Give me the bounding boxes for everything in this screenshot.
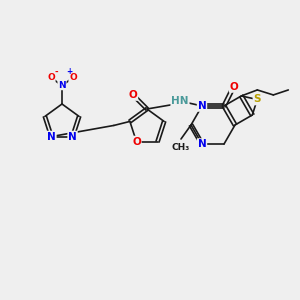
- Text: O: O: [129, 90, 137, 100]
- Text: S: S: [254, 94, 261, 104]
- Text: N: N: [68, 132, 77, 142]
- Text: +: +: [66, 68, 72, 76]
- Text: O: O: [230, 82, 238, 92]
- Text: O: O: [47, 73, 55, 82]
- Text: N: N: [198, 139, 206, 149]
- Text: N: N: [58, 80, 66, 89]
- Text: HN: HN: [171, 96, 189, 106]
- Text: N: N: [198, 101, 206, 111]
- Text: O: O: [69, 73, 77, 82]
- Text: CH₃: CH₃: [172, 142, 190, 152]
- Text: -: -: [54, 68, 58, 76]
- Text: N: N: [47, 132, 56, 142]
- Text: O: O: [132, 136, 141, 147]
